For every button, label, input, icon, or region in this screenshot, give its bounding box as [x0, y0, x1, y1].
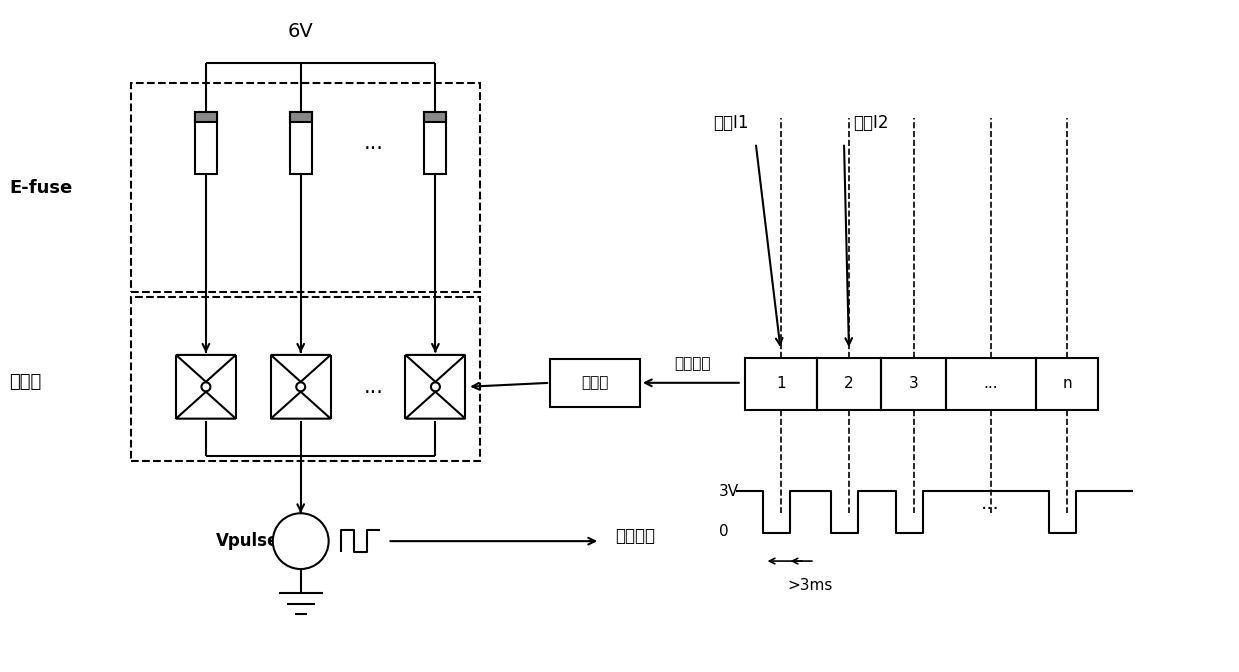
Bar: [881, 358, 947, 410]
Bar: [550, 359, 641, 407]
Text: 测量I1: 测量I1: [712, 114, 748, 132]
Polygon shape: [405, 355, 466, 382]
Bar: [290, 112, 312, 173]
Text: 6V: 6V: [287, 22, 313, 41]
Bar: [947, 358, 1036, 410]
Text: 1: 1: [776, 376, 786, 391]
Bar: [425, 112, 446, 173]
Bar: [817, 358, 881, 410]
Text: 译码信号: 译码信号: [674, 356, 711, 371]
Bar: [1036, 358, 1098, 410]
Polygon shape: [176, 392, 235, 419]
Text: 译码器: 译码器: [581, 375, 608, 390]
Bar: [425, 112, 446, 122]
Text: ...: ...: [984, 376, 999, 391]
Polygon shape: [405, 392, 466, 419]
Bar: [131, 297, 481, 462]
Polygon shape: [271, 392, 331, 419]
Polygon shape: [271, 355, 331, 382]
Bar: [290, 112, 312, 122]
Text: ...: ...: [363, 133, 384, 153]
Text: ...: ...: [981, 494, 1000, 513]
Bar: [195, 112, 217, 122]
Text: 测量I2: 测量I2: [854, 114, 888, 132]
Bar: [131, 83, 481, 292]
Text: +: +: [295, 528, 307, 543]
Text: E-fuse: E-fuse: [10, 179, 73, 197]
Circle shape: [296, 382, 305, 391]
Text: 2: 2: [844, 376, 854, 391]
Text: 0: 0: [719, 523, 729, 539]
Text: Vpulse: Vpulse: [216, 532, 279, 550]
Text: ...: ...: [363, 377, 384, 396]
Text: >3ms: >3ms: [787, 578, 833, 593]
Text: 3: 3: [909, 376, 918, 391]
Circle shape: [431, 382, 440, 391]
Text: n: n: [1062, 376, 1072, 391]
Text: 脉冲信号: 脉冲信号: [615, 527, 655, 545]
Polygon shape: [176, 355, 235, 382]
Bar: [745, 358, 817, 410]
Circle shape: [202, 382, 211, 391]
Bar: [195, 112, 217, 173]
Text: 3V: 3V: [719, 484, 738, 499]
Circle shape: [273, 513, 328, 569]
Text: 传输门: 传输门: [10, 373, 42, 391]
